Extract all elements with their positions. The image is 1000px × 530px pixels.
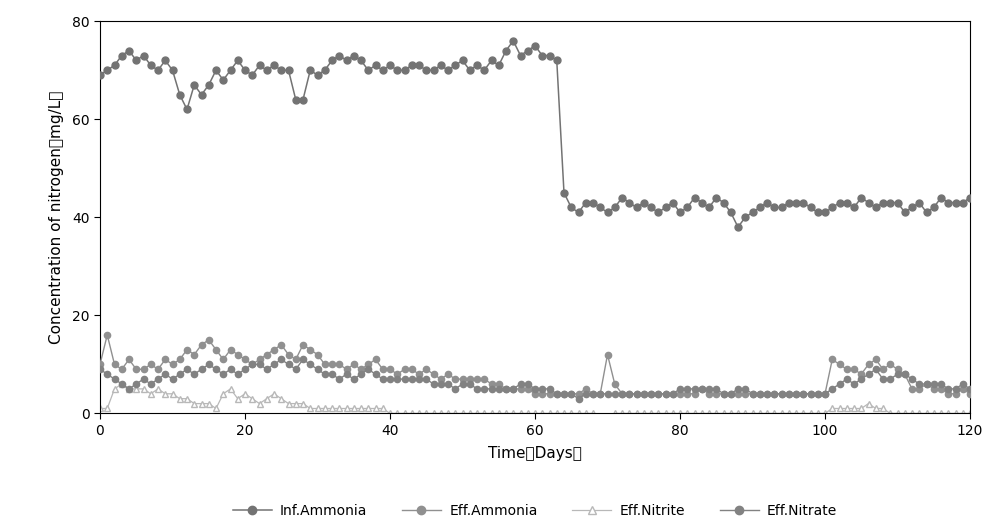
Y-axis label: Concentration of nitrogen（mg/L）: Concentration of nitrogen（mg/L）: [49, 91, 64, 344]
Legend: Inf.Ammonia, Eff.Ammonia, Eff.Nitrite, Eff.Nitrate: Inf.Ammonia, Eff.Ammonia, Eff.Nitrite, E…: [227, 499, 843, 524]
X-axis label: Time（Days）: Time（Days）: [488, 446, 582, 461]
